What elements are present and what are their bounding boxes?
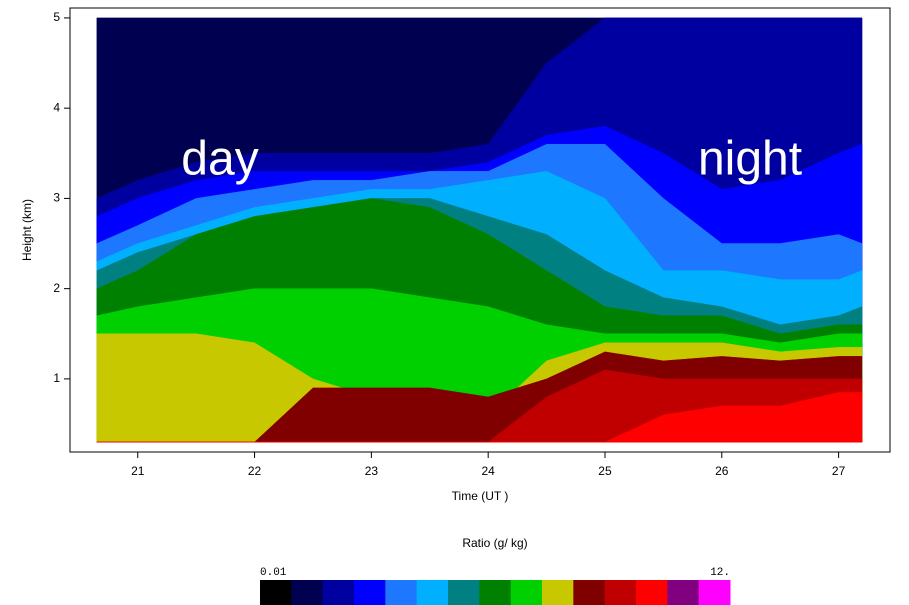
annotation: day bbox=[181, 133, 258, 186]
colorbar-cell bbox=[354, 580, 386, 605]
plot-frame bbox=[69, 7, 891, 453]
colorbar-cell bbox=[291, 580, 324, 605]
y-tick-label: 3 bbox=[53, 191, 60, 205]
x-tick-label: 23 bbox=[365, 464, 379, 478]
y-tick-label: 1 bbox=[53, 371, 60, 385]
y-tick-label: 2 bbox=[53, 281, 60, 295]
colorbar-cell bbox=[604, 580, 637, 605]
annotation: night bbox=[698, 133, 802, 186]
y-tick-label: 5 bbox=[53, 10, 60, 24]
colorbar-title: Ratio (g/ kg) bbox=[462, 536, 527, 550]
contour-band bbox=[96, 392, 863, 443]
colorbar-cell bbox=[416, 580, 449, 605]
colorbar-cell bbox=[260, 580, 292, 605]
x-axis-label: Time (UT ) bbox=[452, 489, 509, 503]
colorbar-min-label: 0.01 bbox=[260, 567, 287, 579]
colorbar-cell bbox=[698, 580, 731, 605]
colorbar-max-label: 12. bbox=[710, 567, 730, 579]
x-tick-label: 25 bbox=[598, 464, 612, 478]
y-axis-label: Height (km) bbox=[20, 199, 34, 261]
y-tick-label: 4 bbox=[53, 100, 60, 114]
colorbar-cell bbox=[479, 580, 512, 605]
colorbar-cell bbox=[542, 580, 574, 605]
x-tick-label: 24 bbox=[481, 464, 495, 478]
x-tick-label: 21 bbox=[131, 464, 145, 478]
colorbar-cell bbox=[667, 580, 700, 605]
colorbar-cell bbox=[385, 580, 418, 605]
colorbar-cell bbox=[448, 580, 480, 605]
colorbar-cell bbox=[573, 580, 606, 605]
x-tick-label: 22 bbox=[248, 464, 262, 478]
x-tick-label: 27 bbox=[832, 464, 846, 478]
colorbar-cell bbox=[636, 580, 668, 605]
colorbar-cell bbox=[322, 580, 355, 605]
x-tick-label: 26 bbox=[715, 464, 729, 478]
colorbar-cell bbox=[510, 580, 543, 605]
